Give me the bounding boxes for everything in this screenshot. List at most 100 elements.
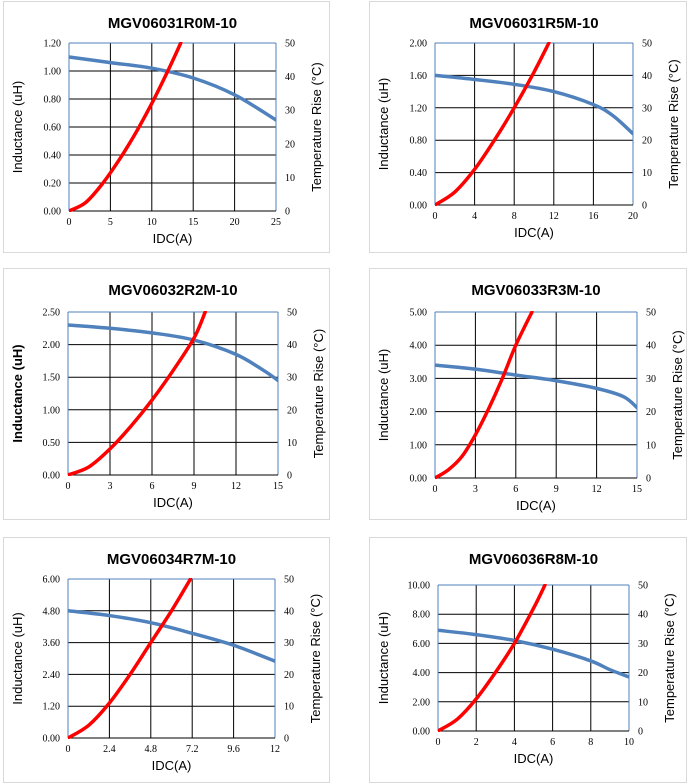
y-tick-label: 0.40 xyxy=(410,168,428,179)
y2-tick-label: 10 xyxy=(287,438,297,449)
y2-axis-label: Temperature Rise (°C) xyxy=(666,59,681,188)
x-axis-label: IDC(A) xyxy=(153,231,193,246)
x-tick-label: 8 xyxy=(512,211,517,222)
y-tick-label: 1.20 xyxy=(410,103,428,114)
x-tick-label: 0 xyxy=(433,211,438,222)
y2-tick-label: 20 xyxy=(642,136,652,147)
x-tick-label: 8 xyxy=(588,737,593,748)
y-tick-label: 6.00 xyxy=(43,575,61,586)
y-tick-label: 0.80 xyxy=(44,95,62,106)
inductance-line xyxy=(68,609,275,663)
x-tick-label: 3 xyxy=(108,481,113,492)
temperature-rise-line xyxy=(438,584,547,732)
x-tick-label: 12 xyxy=(270,744,280,755)
temperature-rise-line xyxy=(435,311,534,479)
x-tick-label: 16 xyxy=(588,211,598,222)
y-tick-label: 0.60 xyxy=(44,123,62,134)
y-tick-label: 0.80 xyxy=(410,136,428,147)
x-tick-label: 7.2 xyxy=(186,744,199,755)
y2-tick-label: 40 xyxy=(287,340,297,351)
y2-tick-label: 0 xyxy=(646,474,651,485)
y-tick-label: 5.00 xyxy=(410,308,428,319)
chart-title: MGV06031R0M-10 xyxy=(108,15,237,32)
x-tick-label: 9 xyxy=(554,484,559,495)
x-tick-label: 0 xyxy=(66,744,71,755)
x-tick-label: 20 xyxy=(230,217,240,228)
x-tick-label: 6 xyxy=(513,484,518,495)
x-tick-label: 4 xyxy=(512,737,517,748)
y2-axis-label: Temperature Rise (°C) xyxy=(670,330,685,459)
y2-tick-label: 40 xyxy=(642,71,652,82)
chart-svg: MGV06033R3M-10 0 3 6 9 12 15 0.00 1.00 2.00 3.00 4.… xyxy=(376,282,685,513)
y-tick-label: 4.00 xyxy=(413,668,431,679)
y2-tick-label: 20 xyxy=(284,670,294,681)
chart-panel: MGV06034R7M-10 0 2.4 4.8 7.2 9.6 12 0.00 1.20 2.4… xyxy=(3,537,330,783)
y2-tick-label: 30 xyxy=(285,106,295,117)
y2-axis-label: Temperature Rise (°C) xyxy=(662,593,677,722)
y-tick-label: 10.00 xyxy=(408,581,431,592)
inductance-line xyxy=(69,55,276,122)
x-tick-label: 0 xyxy=(433,484,438,495)
y-tick-label: 0.50 xyxy=(43,438,61,449)
y-tick-label: 1.20 xyxy=(43,702,61,713)
x-tick-label: 9.6 xyxy=(227,744,240,755)
chart-panel: MGV06031R5M-10 0 4 8 12 16 20 0.00 0.40 0.80 1.20 1… xyxy=(369,1,687,253)
x-tick-label: 0 xyxy=(66,481,71,492)
temperature-rise-line xyxy=(435,42,551,206)
y2-axis-label: Temperature Rise (°C) xyxy=(311,329,326,458)
x-tick-label: 6 xyxy=(550,737,555,748)
y2-tick-label: 10 xyxy=(284,702,294,713)
x-tick-label: 2 xyxy=(474,737,479,748)
chart-svg: MGV06031R5M-10 0 4 8 12 16 20 0.00 0.40 0.80 1.20 1… xyxy=(376,15,681,240)
y2-tick-label: 10 xyxy=(285,173,295,184)
chart-title: MGV06033R3M-10 xyxy=(471,282,600,299)
inductance-line xyxy=(435,73,633,136)
y2-tick-label: 50 xyxy=(287,308,297,319)
x-axis-label: IDC(A) xyxy=(152,758,192,773)
chart-title: MGV06036R8M-10 xyxy=(469,551,598,568)
y-tick-label: 2.00 xyxy=(43,340,61,351)
y-tick-label: 2.00 xyxy=(410,407,428,418)
y-tick-label: 2.00 xyxy=(413,697,431,708)
y-tick-label: 3.00 xyxy=(410,374,428,385)
temperature-rise-line xyxy=(68,311,207,476)
x-tick-label: 15 xyxy=(273,481,283,492)
x-tick-label: 5 xyxy=(108,217,113,228)
x-axis-label: IDC(A) xyxy=(514,225,554,240)
y-tick-label: 4.00 xyxy=(410,341,428,352)
y-tick-label: 1.00 xyxy=(410,440,428,451)
y2-tick-label: 40 xyxy=(284,606,294,617)
y2-tick-label: 20 xyxy=(638,668,648,679)
x-tick-label: 12 xyxy=(549,211,559,222)
x-tick-label: 20 xyxy=(628,211,638,222)
x-tick-label: 6 xyxy=(150,481,155,492)
y2-tick-label: 0 xyxy=(284,734,289,745)
y-axis-label: Inductance (uH) xyxy=(376,349,391,442)
y2-tick-label: 50 xyxy=(284,575,294,586)
inductance-line xyxy=(435,363,637,410)
inductance-line xyxy=(438,628,629,679)
x-tick-label: 15 xyxy=(632,484,642,495)
x-tick-label: 25 xyxy=(271,217,281,228)
y2-axis-label: Temperature Rise (°C) xyxy=(309,62,324,191)
y2-tick-label: 20 xyxy=(285,139,295,150)
y-axis-label: Inductance (uH) xyxy=(10,344,25,442)
chart-title: MGV06034R7M-10 xyxy=(107,551,236,568)
x-tick-label: 0 xyxy=(67,217,72,228)
y-tick-label: 2.40 xyxy=(43,670,61,681)
y-tick-label: 6.00 xyxy=(413,639,431,650)
x-tick-label: 9 xyxy=(192,481,197,492)
y-tick-label: 0.00 xyxy=(44,207,62,218)
x-axis-label: IDC(A) xyxy=(516,498,556,513)
y-tick-label: 0.00 xyxy=(413,727,431,738)
y-tick-label: 1.50 xyxy=(43,373,61,384)
y-tick-label: 3.60 xyxy=(43,638,61,649)
chart-title: MGV06032R2M-10 xyxy=(108,282,237,299)
temperature-rise-line xyxy=(69,42,183,212)
y-tick-label: 2.50 xyxy=(43,308,61,319)
chart-title: MGV06031R5M-10 xyxy=(469,15,598,32)
y-tick-label: 0.00 xyxy=(410,201,428,212)
temperature-rise-line xyxy=(68,578,193,739)
y2-tick-label: 30 xyxy=(642,103,652,114)
y2-tick-label: 30 xyxy=(646,374,656,385)
